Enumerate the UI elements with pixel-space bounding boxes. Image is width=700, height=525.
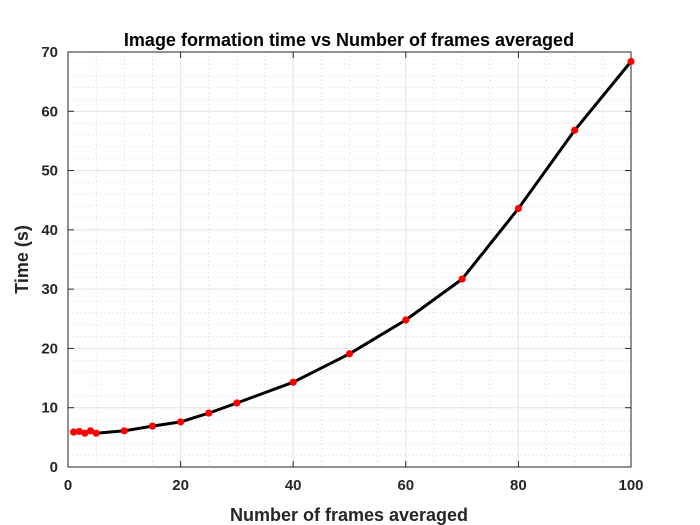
- y-tick-labels: 0 10 20 30 40 50 60 70: [41, 44, 58, 476]
- data-markers: [70, 57, 635, 437]
- data-point: [86, 427, 95, 435]
- data-point: [81, 429, 89, 437]
- axis-ticks: [67, 51, 632, 468]
- x-tick-label: 0: [64, 477, 72, 494]
- y-tick-label: 10: [41, 400, 58, 417]
- data-point: [92, 429, 100, 437]
- data-point: [70, 428, 78, 436]
- data-point: [233, 399, 241, 407]
- data-point: [402, 316, 410, 324]
- x-tick-label: 100: [618, 477, 643, 494]
- x-tick-label: 80: [510, 477, 527, 494]
- data-point: [177, 418, 185, 426]
- data-point: [345, 350, 354, 358]
- data-point: [627, 57, 635, 66]
- y-tick-label: 20: [41, 340, 58, 357]
- plot-area: [68, 52, 631, 467]
- x-tick-labels: 0 20 40 60 80 100: [64, 477, 644, 494]
- data-point: [148, 422, 157, 430]
- data-point: [514, 204, 523, 213]
- y-tick-label: 0: [50, 459, 58, 476]
- chart-title: Image formation time vs Number of frames…: [124, 30, 574, 50]
- x-tick-label: 20: [172, 477, 189, 494]
- y-tick-label: 40: [41, 222, 58, 239]
- data-point: [120, 427, 128, 435]
- y-tick-label: 30: [41, 281, 58, 298]
- data-point: [289, 378, 297, 386]
- y-axis-label: Time (s): [12, 225, 32, 294]
- data-point: [571, 126, 579, 134]
- x-tick-label: 40: [285, 477, 302, 494]
- data-point: [75, 427, 83, 436]
- y-tick-label: 70: [41, 44, 58, 61]
- data-point: [458, 275, 466, 283]
- y-tick-label: 60: [41, 103, 58, 120]
- y-tick-label: 50: [41, 163, 58, 180]
- plot-frame: [67, 51, 632, 468]
- data-point: [205, 409, 213, 417]
- x-tick-label: 60: [397, 477, 414, 494]
- x-axis-label: Number of frames averaged: [230, 505, 468, 525]
